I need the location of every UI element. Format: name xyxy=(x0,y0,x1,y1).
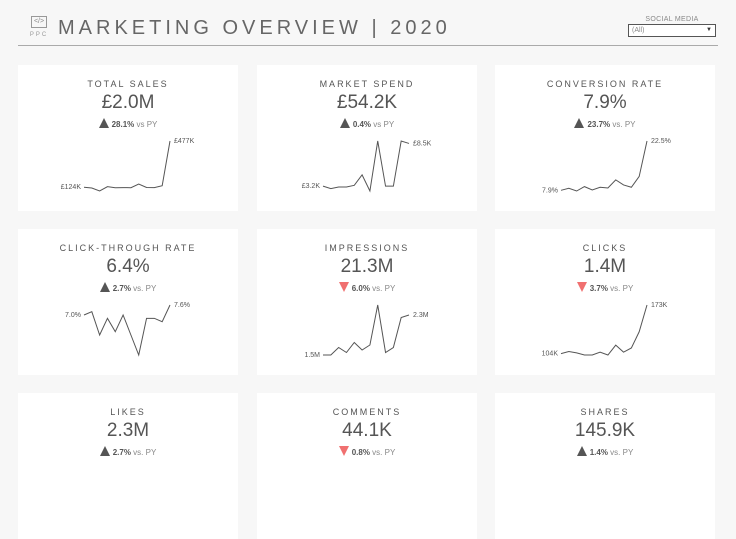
sparkline: 1.5M 2.3M xyxy=(304,304,429,359)
triangle-down-icon xyxy=(576,282,587,292)
sparkline: £124K £477K xyxy=(61,138,195,192)
kpi-card: CLICKS 1.4M 3.7% vs. PY 104K 173K xyxy=(495,229,715,375)
kpi-change: 23.7% vs. PY xyxy=(495,118,715,129)
kpi-card: SHARES 145.9K 1.4% vs. PY xyxy=(495,393,715,539)
sparkline-path xyxy=(323,304,410,356)
sparkline: 7.9% 22.5% xyxy=(542,138,671,194)
dropdown-arrow-icon: ▼ xyxy=(706,27,712,33)
kpi-title: CLICK-THROUGH RATE xyxy=(59,243,197,253)
sparkline-start-label: 104K xyxy=(542,351,559,358)
triangle-up-icon xyxy=(99,282,110,292)
sparkline: £3.2K £8.5K xyxy=(302,140,432,193)
kpi-title: LIKES xyxy=(110,407,146,417)
sparkline-start-label: 7.0% xyxy=(65,312,81,319)
vs-label: vs. PY xyxy=(372,284,396,293)
kpi-change: 28.1% vs PY xyxy=(18,118,238,129)
vs-label: vs. PY xyxy=(133,448,157,457)
kpi-title: CLICKS xyxy=(582,243,628,253)
kpi-change: 0.4% vs PY xyxy=(257,118,477,129)
sparkline-start-label: 1.5M xyxy=(304,352,320,359)
code-monitor-icon: </> xyxy=(31,16,47,28)
social-media-select[interactable]: (All) ▼ xyxy=(628,24,716,37)
change-value: 6.0% xyxy=(351,284,370,293)
kpi-change: 0.8% vs. PY xyxy=(257,446,477,457)
sparkline-start-label: £124K xyxy=(61,184,82,191)
page-title: MARKETING OVERVIEW | 2020 xyxy=(58,17,451,39)
triangle-up-icon xyxy=(98,118,109,128)
kpi-value: 2.3M xyxy=(106,420,150,441)
kpi-change: 2.7% vs. PY xyxy=(18,446,238,457)
triangle-up-icon xyxy=(339,118,350,128)
kpi-value: 145.9K xyxy=(574,420,636,441)
sparkline-end-label: 22.5% xyxy=(651,138,671,145)
dashboard-header: </> PPC MARKETING OVERVIEW | 2020 SOCIAL… xyxy=(18,10,718,46)
vs-label: vs. PY xyxy=(610,284,634,293)
sparkline-path xyxy=(560,140,648,192)
sparkline-path xyxy=(322,140,410,193)
kpi-card: MARKET SPEND £54.2K 0.4% vs PY £3.2K £8.5K xyxy=(257,65,477,211)
vs-label: vs. PY xyxy=(133,284,157,293)
sparkline: 104K 173K xyxy=(542,302,668,358)
change-value: 0.4% xyxy=(352,120,372,129)
change-value: 2.7% xyxy=(112,284,131,293)
vs-label: vs. PY xyxy=(372,448,396,457)
vs-label: vs PY xyxy=(136,120,158,129)
triangle-down-icon xyxy=(338,282,349,292)
sparkline-end-label: 7.6% xyxy=(174,302,190,309)
kpi-card: CONVERSION RATE 7.9% 23.7% vs. PY 7.9% 22.… xyxy=(495,65,715,211)
change-value: 1.4% xyxy=(589,448,608,457)
logo-text: PPC xyxy=(29,32,49,38)
kpi-title: CONVERSION RATE xyxy=(546,79,664,89)
kpi-card: IMPRESSIONS 21.3M 6.0% vs. PY 1.5M 2.3M xyxy=(257,229,477,375)
sparkline-end-label: £8.5K xyxy=(413,140,432,147)
kpi-value: 1.4M xyxy=(583,256,627,277)
kpi-card: TOTAL SALES £2.0M 28.1% vs PY £124K £477K xyxy=(18,65,238,211)
sparkline-end-label: 173K xyxy=(651,302,668,309)
sparkline-path xyxy=(560,304,648,356)
kpi-value: 7.9% xyxy=(583,92,627,113)
vs-label: vs. PY xyxy=(610,448,634,457)
change-value: 2.7% xyxy=(112,448,131,457)
sparkline-end-label: 2.3M xyxy=(413,312,429,319)
kpi-change: 1.4% vs. PY xyxy=(495,446,715,457)
kpi-value: 44.1K xyxy=(342,420,392,441)
kpi-change: 3.7% vs. PY xyxy=(495,282,715,293)
sparkline-path xyxy=(83,304,171,357)
kpi-value: 6.4% xyxy=(106,256,150,277)
triangle-up-icon xyxy=(574,118,585,128)
sparkline-start-label: 7.9% xyxy=(542,187,558,194)
vs-label: vs PY xyxy=(373,120,395,129)
triangle-up-icon xyxy=(576,446,587,456)
select-value: (All) xyxy=(632,27,645,34)
kpi-card: COMMENTS 44.1K 0.8% vs. PY xyxy=(257,393,477,539)
ppc-logo: </> PPC xyxy=(28,16,50,38)
kpi-title: MARKET SPEND xyxy=(319,79,415,89)
kpi-value: 21.3M xyxy=(340,256,394,277)
kpi-value: £54.2K xyxy=(336,92,398,113)
sparkline-path xyxy=(83,140,171,192)
kpi-title: SHARES xyxy=(580,407,630,417)
change-value: 0.8% xyxy=(351,448,370,457)
sparkline-end-label: £477K xyxy=(174,138,195,145)
change-value: 3.7% xyxy=(589,284,608,293)
social-media-filter: SOCIAL MEDIA (All) ▼ xyxy=(628,16,716,37)
triangle-up-icon xyxy=(99,446,110,456)
change-value: 23.7% xyxy=(587,120,611,129)
kpi-title: TOTAL SALES xyxy=(87,79,169,89)
kpi-card: LIKES 2.3M 2.7% vs. PY xyxy=(18,393,238,539)
kpi-value: £2.0M xyxy=(101,92,155,113)
triangle-down-icon xyxy=(338,446,349,456)
kpi-change: 2.7% vs. PY xyxy=(18,282,238,293)
change-value: 28.1% xyxy=(111,120,135,129)
kpi-title: COMMENTS xyxy=(332,407,402,417)
kpi-change: 6.0% vs. PY xyxy=(257,282,477,293)
vs-label: vs. PY xyxy=(612,120,636,129)
sparkline: 7.0% 7.6% xyxy=(65,302,190,357)
kpi-title: IMPRESSIONS xyxy=(324,243,410,253)
sparkline-start-label: £3.2K xyxy=(302,183,321,190)
kpi-card: CLICK-THROUGH RATE 6.4% 2.7% vs. PY 7.0% 7… xyxy=(18,229,238,375)
filter-label: SOCIAL MEDIA xyxy=(645,16,699,23)
